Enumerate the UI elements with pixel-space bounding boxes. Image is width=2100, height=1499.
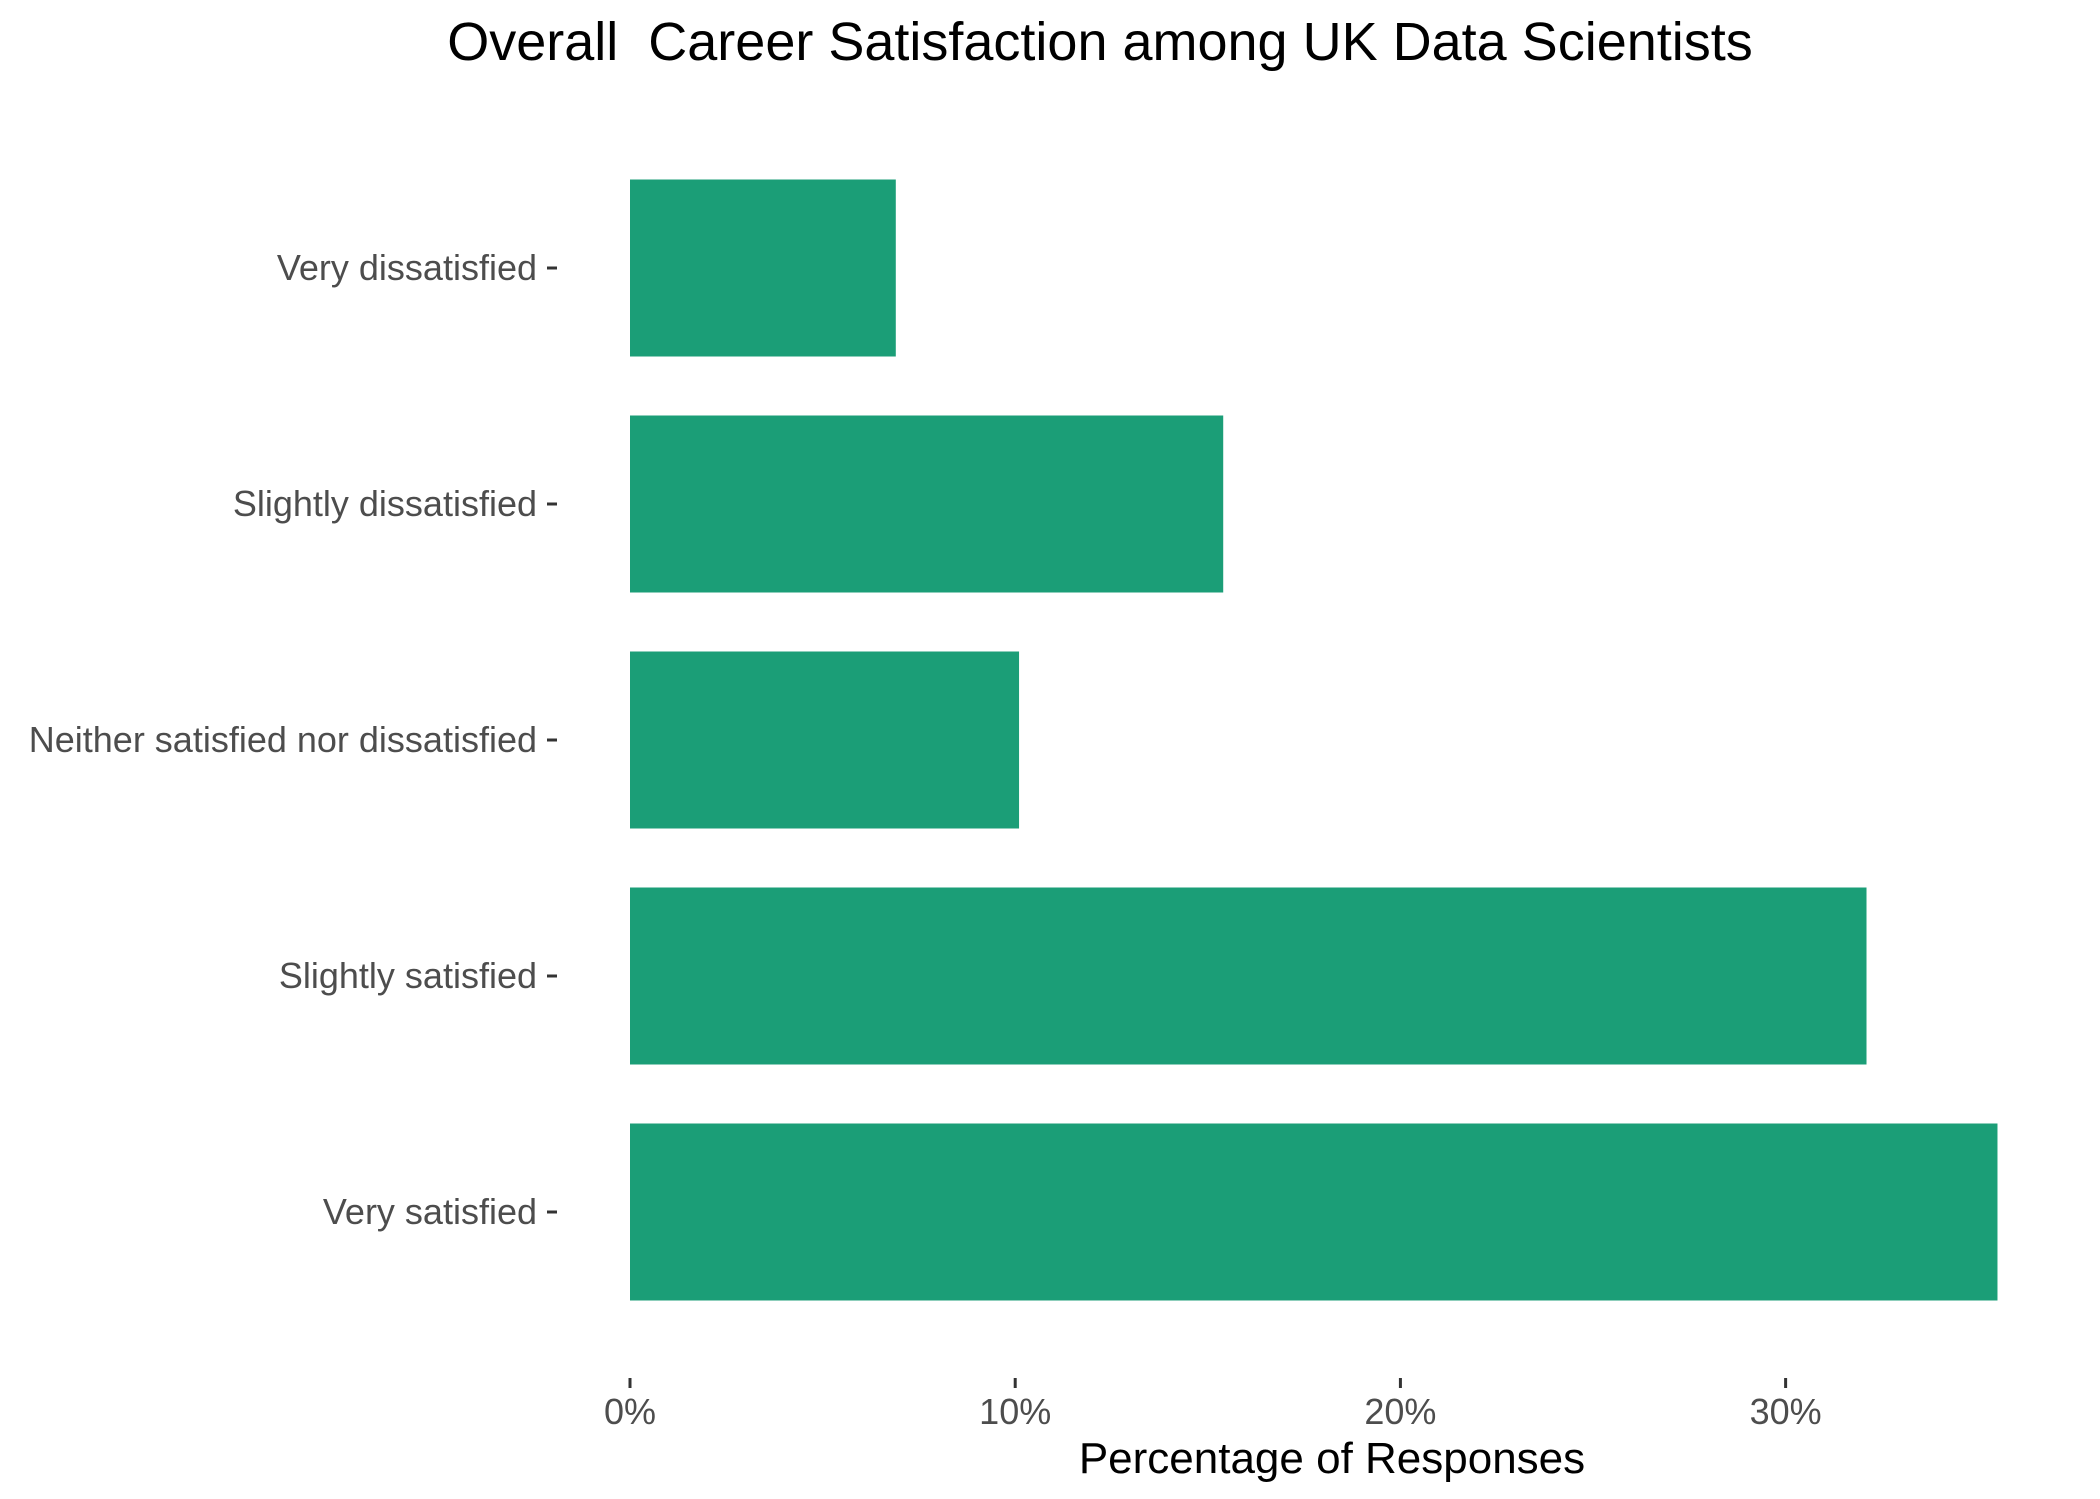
y-tick-label: Slightly satisfied — [279, 955, 537, 996]
y-tick-label: Slightly dissatisfied — [233, 483, 537, 524]
bar-slightly-satisfied — [630, 887, 1867, 1065]
x-axis: 0% 10% 20% 30% — [604, 1378, 1822, 1432]
x-tick-label: 0% — [604, 1391, 656, 1432]
bar-very-dissatisfied — [630, 179, 896, 357]
x-tick-label: 20% — [1364, 1391, 1436, 1432]
y-axis: Very dissatisfied Slightly dissatisfied Ne… — [29, 247, 557, 1232]
x-tick-label: 10% — [979, 1391, 1051, 1432]
y-tick-label: Very satisfied — [323, 1191, 537, 1232]
chart-title: Overall Career Satisfaction among UK Dat… — [447, 12, 1753, 72]
y-tick-label: Neither satisfied nor dissatisfied — [29, 719, 537, 760]
y-tick-label: Very dissatisfied — [277, 247, 537, 288]
bar-very-satisfied — [630, 1123, 1998, 1301]
bar-slightly-dissatisfied — [630, 415, 1224, 593]
bar-neither-satisfied-nor-dissatisfied — [630, 651, 1020, 829]
x-axis-title: Percentage of Responses — [1079, 1434, 1585, 1483]
x-tick-label: 30% — [1750, 1391, 1822, 1432]
bars-layer — [630, 179, 1998, 1301]
